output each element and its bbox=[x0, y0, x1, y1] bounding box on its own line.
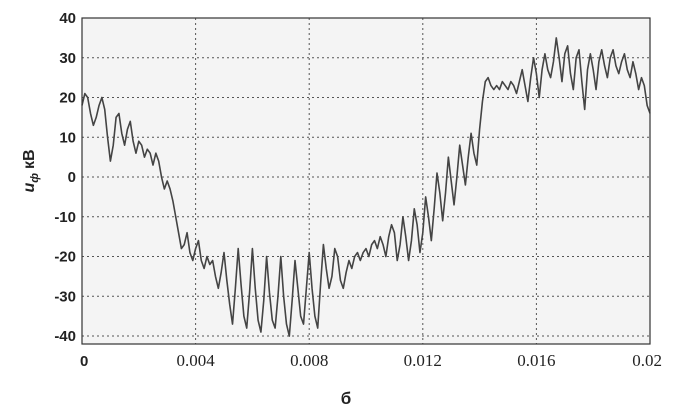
y-tick-label: -10 bbox=[54, 209, 76, 226]
series-line bbox=[81, 37, 651, 337]
y-tick-label: 10 bbox=[59, 129, 76, 146]
grid bbox=[82, 18, 650, 344]
plot-background bbox=[82, 18, 650, 344]
y-axis-label-unit: кВ bbox=[21, 149, 38, 169]
x-tick-label: 0.008 bbox=[290, 351, 328, 370]
figure-caption: б bbox=[341, 389, 352, 408]
x-tick-label: 0.02 bbox=[632, 351, 662, 370]
y-tick-label: 0 bbox=[68, 169, 76, 186]
y-axis-label-symbol: u bbox=[21, 183, 38, 193]
x-tick-label: 0.016 bbox=[517, 351, 555, 370]
y-tick-label: -40 bbox=[54, 328, 76, 345]
x-tick-labels: 0 0.004 0.008 0.012 0.016 0.02 bbox=[80, 351, 662, 370]
x-tick-label: 0.004 bbox=[176, 351, 215, 370]
y-tick-label: 20 bbox=[59, 90, 76, 107]
plot-frame bbox=[81, 17, 651, 345]
y-axis-label-subscript: ф bbox=[29, 173, 41, 183]
y-tick-labels: 40 30 20 10 0 -10 -20 -30 -40 bbox=[54, 10, 76, 345]
x-tick-label: 0 bbox=[80, 353, 88, 370]
y-tick-label: -20 bbox=[54, 249, 76, 266]
y-axis-label: uф кВ bbox=[21, 149, 41, 192]
x-tick-label: 0.012 bbox=[404, 351, 442, 370]
y-tick-label: 40 bbox=[59, 10, 76, 27]
y-tick-label: -30 bbox=[54, 288, 76, 305]
y-tick-label: 30 bbox=[59, 50, 76, 67]
